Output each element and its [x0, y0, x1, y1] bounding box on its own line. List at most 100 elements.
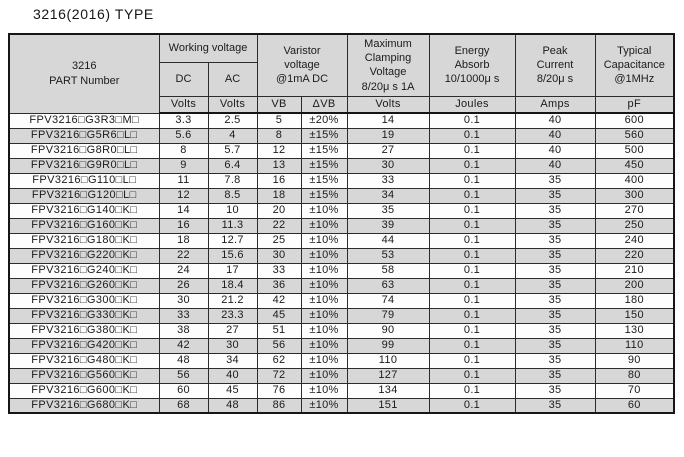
value-cell: 33: [158, 307, 209, 324]
table-row: FPV3216□G140□K□ 14 10 20 ±10% 35 0.1 35 270: [8, 202, 675, 219]
col-header-peak-current: Peak Current 8/20μ s: [514, 33, 596, 97]
value-cell: 72: [256, 367, 302, 384]
varistor-spec-table: 3216 PART Number Working voltage Varisto…: [8, 33, 676, 414]
value-cell: 11.3: [207, 217, 258, 234]
part-number-cell: FPV3216□G480□K□: [8, 352, 160, 369]
table-row: FPV3216□G8R0□L□ 8 5.7 12 ±15% 27 0.1 40 500: [8, 142, 675, 159]
value-cell: 0.1: [428, 157, 516, 174]
value-cell: 70: [594, 382, 675, 399]
value-cell: 35: [514, 292, 596, 309]
value-cell: 0.1: [428, 112, 516, 129]
table-row: FPV3216□G5R6□L□ 5.6 4 8 ±15% 19 0.1 40 560: [8, 127, 675, 144]
part-number-cell: FPV3216□G180□K□: [8, 232, 160, 249]
value-cell: ±15%: [300, 127, 348, 144]
value-cell: 24: [158, 262, 209, 279]
table-row: FPV3216□G3R3□M□ 3.3 2.5 5 ±20% 14 0.1 40 600: [8, 112, 675, 129]
value-cell: 35: [514, 322, 596, 339]
value-cell: ±10%: [300, 367, 348, 384]
value-cell: 16: [158, 217, 209, 234]
value-cell: 56: [158, 367, 209, 384]
value-cell: 35: [514, 247, 596, 264]
value-cell: 48: [207, 397, 258, 414]
part-number-cell: FPV3216□G380□K□: [8, 322, 160, 339]
value-cell: ±15%: [300, 172, 348, 189]
value-cell: 134: [346, 382, 430, 399]
value-cell: 30: [158, 292, 209, 309]
value-cell: 0.1: [428, 142, 516, 159]
part-number-cell: FPV3216□G240□K□: [8, 262, 160, 279]
value-cell: 80: [594, 367, 675, 384]
value-cell: 8: [256, 127, 302, 144]
value-cell: 45: [207, 382, 258, 399]
value-cell: 4: [207, 127, 258, 144]
value-cell: 3.3: [158, 112, 209, 129]
value-cell: 16: [256, 172, 302, 189]
table-header: 3216 PART Number Working voltage Varisto…: [8, 33, 675, 114]
value-cell: 40: [207, 367, 258, 384]
value-cell: ±10%: [300, 232, 348, 249]
value-cell: 450: [594, 157, 675, 174]
value-cell: 400: [594, 172, 675, 189]
part-number-cell: FPV3216□G260□K□: [8, 277, 160, 294]
table-row: FPV3216□G260□K□ 26 18.4 36 ±10% 63 0.1 35 200: [8, 277, 675, 294]
value-cell: ±10%: [300, 292, 348, 309]
value-cell: 0.1: [428, 127, 516, 144]
value-cell: 35: [514, 232, 596, 249]
value-cell: 220: [594, 247, 675, 264]
value-cell: ±15%: [300, 187, 348, 204]
value-cell: 39: [346, 217, 430, 234]
value-cell: 35: [514, 382, 596, 399]
value-cell: 2.5: [207, 112, 258, 129]
value-cell: 90: [346, 322, 430, 339]
value-cell: ±10%: [300, 247, 348, 264]
value-cell: ±10%: [300, 262, 348, 279]
value-cell: 560: [594, 127, 675, 144]
value-cell: ±20%: [300, 112, 348, 129]
part-number-cell: FPV3216□G160□K□: [8, 217, 160, 234]
value-cell: 200: [594, 277, 675, 294]
value-cell: 0.1: [428, 217, 516, 234]
value-cell: 58: [346, 262, 430, 279]
value-cell: 270: [594, 202, 675, 219]
value-cell: 22: [256, 217, 302, 234]
value-cell: 21.2: [207, 292, 258, 309]
table-row: FPV3216□G380□K□ 38 27 51 ±10% 90 0.1 35 130: [8, 322, 675, 339]
value-cell: 35: [514, 352, 596, 369]
value-cell: 0.1: [428, 337, 516, 354]
part-number-cell: FPV3216□G420□K□: [8, 337, 160, 354]
value-cell: 74: [346, 292, 430, 309]
table-row: FPV3216□G600□K□ 60 45 76 ±10% 134 0.1 35 70: [8, 382, 675, 399]
value-cell: 34: [346, 187, 430, 204]
value-cell: 35: [514, 217, 596, 234]
table-row: FPV3216□G110□L□ 11 7.8 16 ±15% 33 0.1 35 400: [8, 172, 675, 189]
units-delta-vb: ΔVB: [300, 95, 348, 114]
value-cell: 127: [346, 367, 430, 384]
value-cell: 90: [594, 352, 675, 369]
part-number-cell: FPV3216□G300□K□: [8, 292, 160, 309]
value-cell: 35: [514, 202, 596, 219]
value-cell: 76: [256, 382, 302, 399]
value-cell: 130: [594, 322, 675, 339]
value-cell: 7.8: [207, 172, 258, 189]
value-cell: 0.1: [428, 247, 516, 264]
value-cell: 6.4: [207, 157, 258, 174]
value-cell: 500: [594, 142, 675, 159]
value-cell: 40: [514, 142, 596, 159]
value-cell: 9: [158, 157, 209, 174]
value-cell: 40: [514, 112, 596, 129]
value-cell: 151: [346, 397, 430, 414]
value-cell: 53: [346, 247, 430, 264]
value-cell: 0.1: [428, 172, 516, 189]
value-cell: 0.1: [428, 397, 516, 414]
value-cell: 0.1: [428, 262, 516, 279]
value-cell: 150: [594, 307, 675, 324]
value-cell: 42: [158, 337, 209, 354]
value-cell: 0.1: [428, 307, 516, 324]
value-cell: 18.4: [207, 277, 258, 294]
value-cell: 27: [346, 142, 430, 159]
value-cell: 0.1: [428, 232, 516, 249]
table-row: FPV3216□G220□K□ 22 15.6 30 ±10% 53 0.1 35 220: [8, 247, 675, 264]
col-header-dc: DC: [158, 61, 209, 97]
table-row: FPV3216□G330□K□ 33 23.3 45 ±10% 79 0.1 35 150: [8, 307, 675, 324]
value-cell: 12: [256, 142, 302, 159]
